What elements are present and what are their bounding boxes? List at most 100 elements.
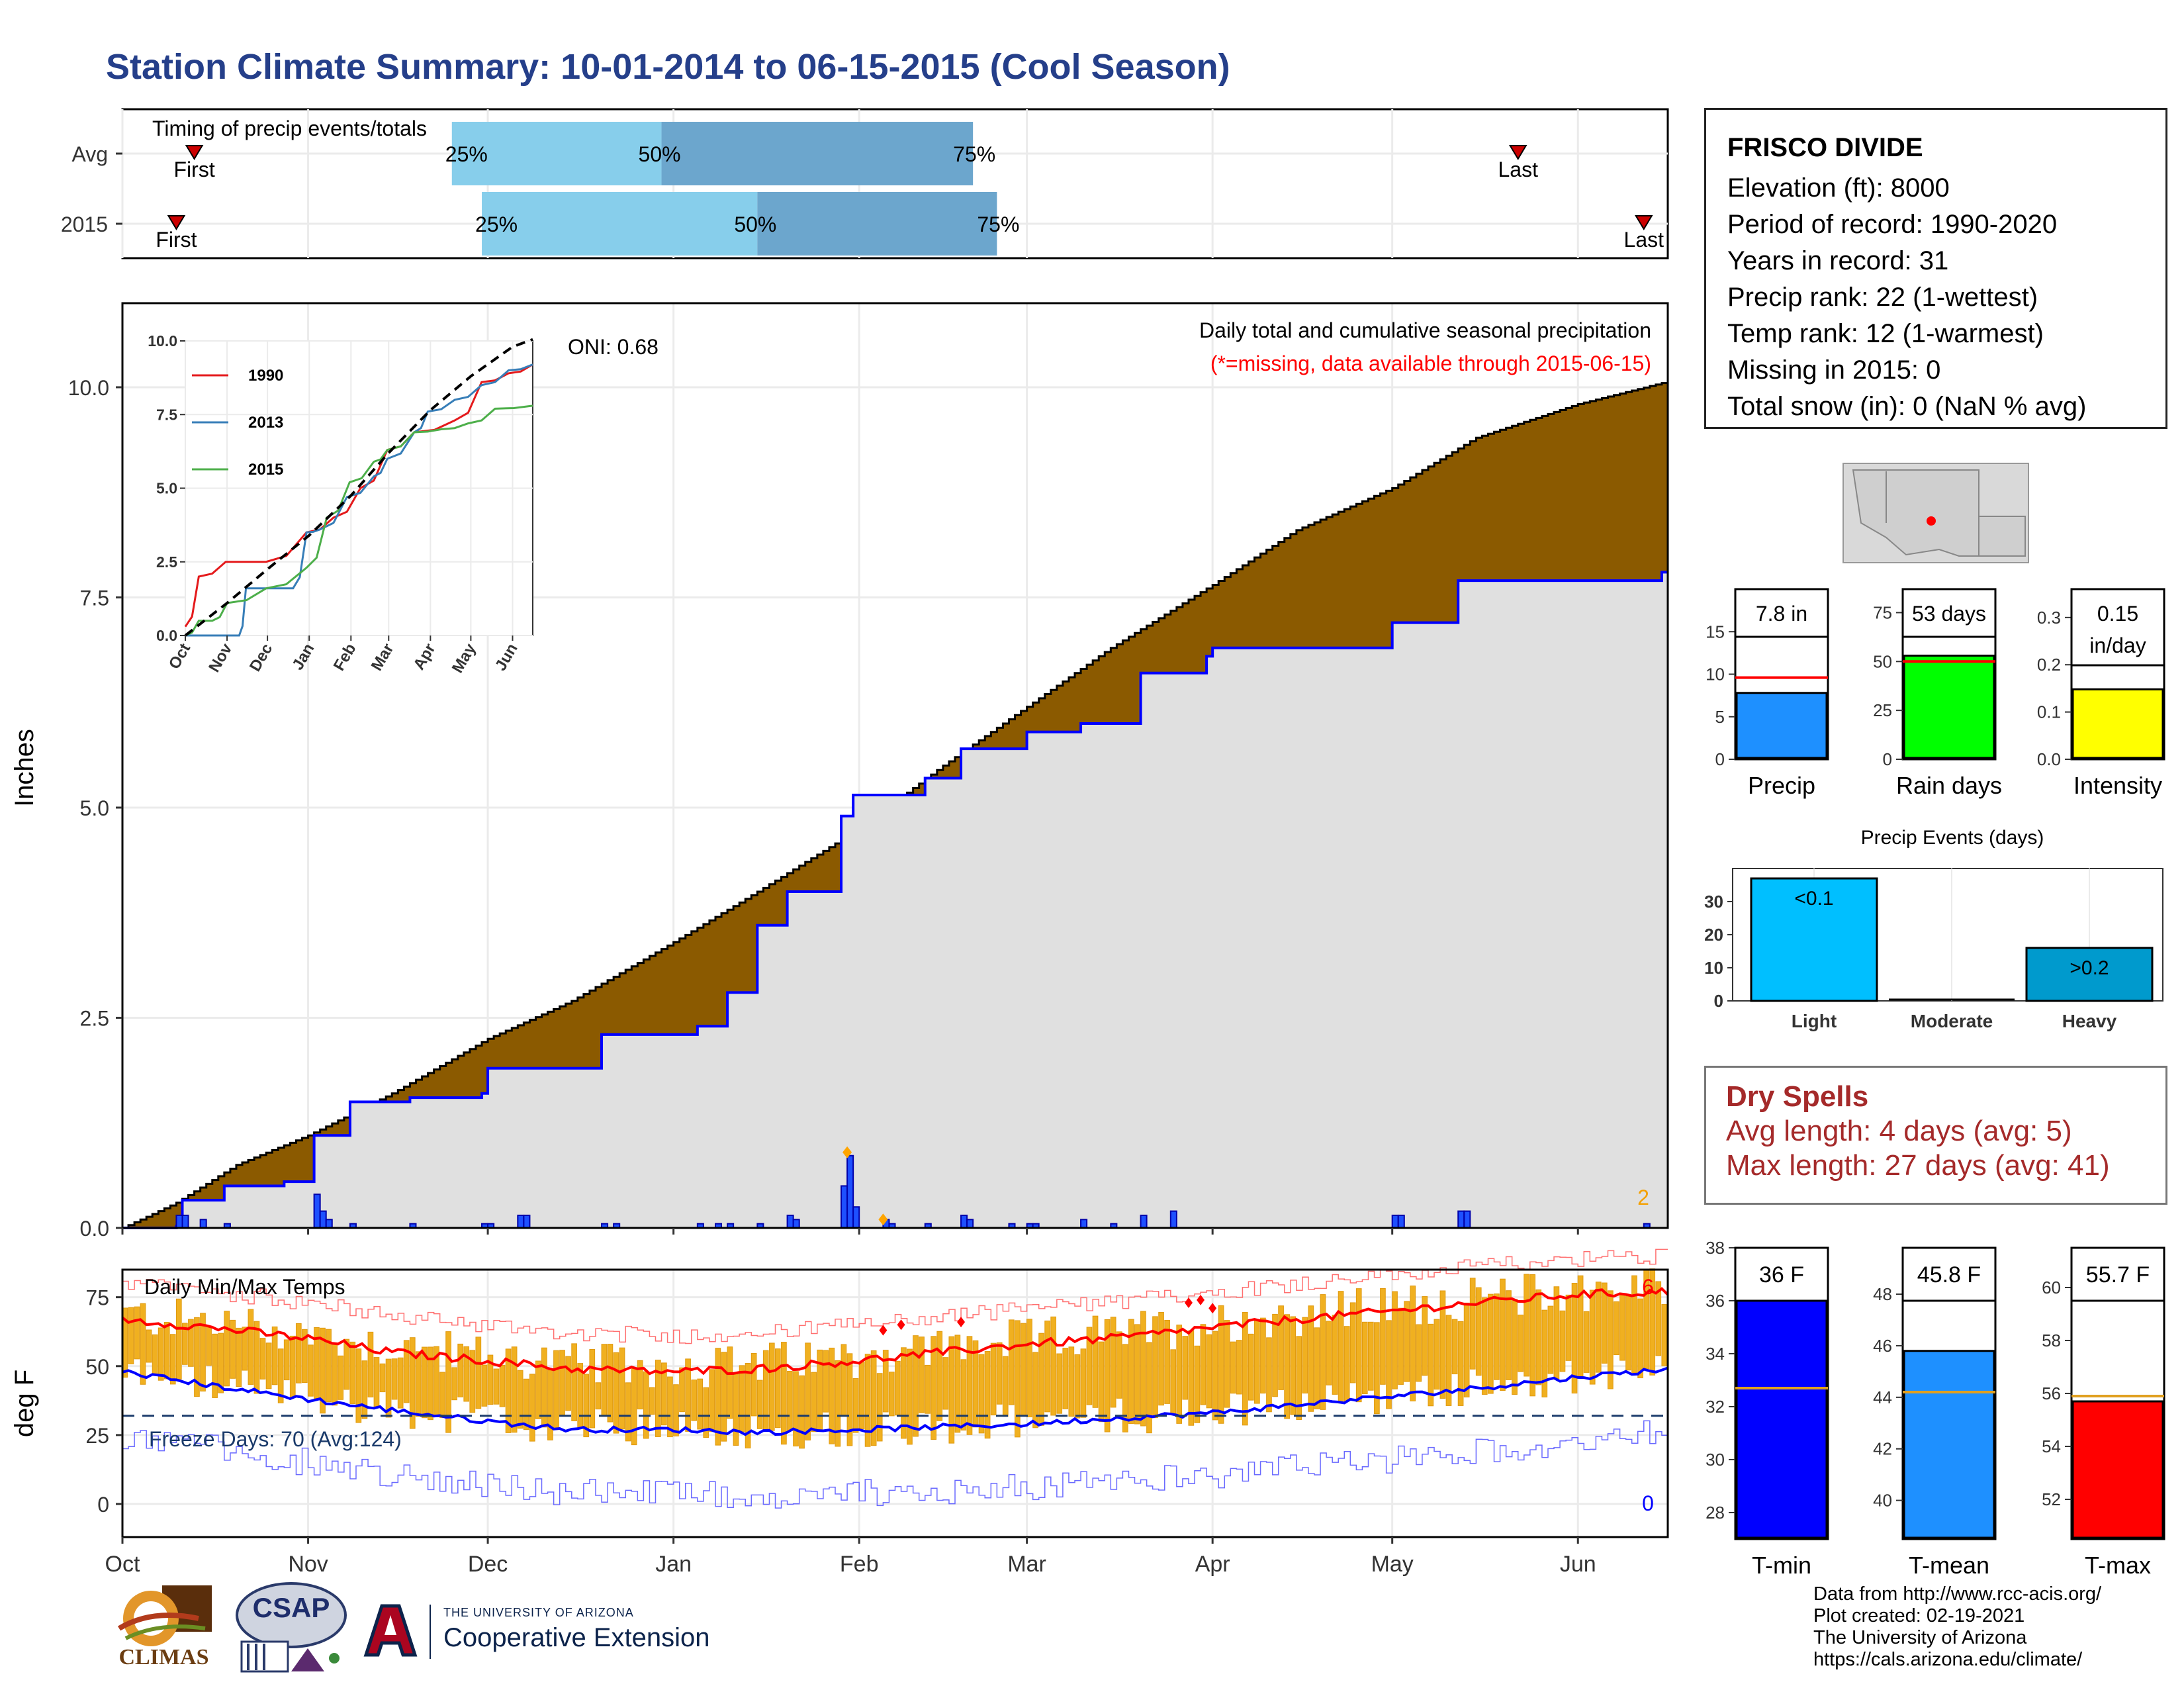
daily-temp-bar [960,1359,967,1430]
daily-temp-bar [529,1374,535,1442]
daily-temp-bar [1266,1337,1272,1413]
precip-summary-y-tick-label: 0.2 [2037,655,2061,675]
timing-label-75: 75% [953,142,995,166]
daily-temp-bar [1469,1278,1476,1370]
daily-precip-bar [852,1206,860,1229]
daily-precip-bar [792,1219,800,1229]
daily-temp-bar [1374,1322,1380,1415]
daily-temp-bar [295,1323,302,1383]
events-bar [1750,877,1878,1002]
daily-temp-bar [1439,1290,1446,1399]
timing-label-75: 75% [977,212,1019,236]
precip-summary-category-label: Intensity [2073,772,2162,799]
timing-last-label: Last [1498,158,1538,181]
daily-temp-bar [1015,1320,1021,1438]
station-line: Total snow (in): 0 (NaN % avg) [1727,392,2087,421]
daily-temp-bar [1601,1282,1608,1364]
daily-temp-bar [1655,1281,1662,1356]
temp-summary-y-tick-label: 30 [1706,1450,1725,1470]
credits: Data from http://www.rcc-acis.org/ Plot … [1813,1583,2101,1671]
record-high-count: 6 [1642,1275,1654,1299]
precip-summary-y-tick-label: 50 [1873,651,1892,671]
climas-logo[interactable]: CLIMAS [106,1582,222,1671]
daily-temp-bar [169,1334,176,1385]
precip-summary-y-tick-label: 0 [1715,749,1725,769]
daily-temp-bar [242,1327,248,1371]
timing-label-50: 50% [734,212,776,236]
daily-temp-bar [1506,1290,1512,1380]
daily-temp-bar [283,1339,290,1381]
timing-bar-50-75 [757,192,997,256]
ua-logo[interactable]: THE UNIVERSITY OF ARIZONA Cooperative Ex… [361,1602,745,1662]
daily-precip-bar [841,1185,848,1229]
daily-temp-bar [876,1373,883,1442]
daily-temp-bar [1463,1302,1470,1397]
daily-temp-bar [422,1346,428,1419]
daily-temp-bar [1565,1294,1572,1361]
precip-summary-y-tick-label: 75 [1873,602,1892,622]
daily-temp-bar [493,1368,500,1405]
daily-temp-bar [218,1333,224,1393]
daily-temp-bar [1176,1325,1183,1424]
daily-temp-bar [601,1344,608,1417]
daily-temp-bar [913,1335,919,1437]
daily-temp-bar [439,1372,445,1418]
temp-summary-y-tick-label: 46 [1873,1336,1892,1356]
daily-temp-bar [1056,1353,1063,1414]
daily-temp-bar [565,1356,571,1411]
station-name: FRISCO DIVIDE [1727,133,1923,162]
daily-precip-bar [1397,1214,1405,1229]
events-category-label: Light [1792,1011,1837,1031]
dry-spells-box: Dry Spells Avg length: 4 days (avg: 5) M… [1704,1066,2167,1205]
daily-temp-bar [1332,1315,1338,1395]
daily-temp-bar [182,1323,188,1365]
2015-cumulative-area [122,572,1668,1228]
daily-temp-bar [625,1382,631,1442]
inset-line-2013 [185,363,533,637]
credit-line: The University of Arizona [1813,1627,2027,1648]
daily-temp-bar [1260,1317,1266,1394]
daily-temp-bar [1074,1354,1081,1419]
daily-temp-bar [589,1348,596,1429]
daily-temp-bar [751,1352,757,1417]
daily-temp-bar [1428,1323,1434,1407]
daily-temp-bar [781,1342,787,1445]
daily-temp-bar [206,1325,212,1366]
daily-temp-bar [397,1357,404,1409]
daily-temp-bar [1116,1331,1122,1399]
precip-summary-value-label: in/day [2089,633,2146,657]
daily-precip-bar [786,1214,794,1229]
timing-last-label: Last [1624,228,1664,252]
events-bar [2025,947,2154,1002]
dry-spells-max: Max length: 27 days (avg: 41) [1726,1149,2110,1182]
daily-temp-bar [547,1370,553,1440]
daily-temp-bar [1242,1311,1248,1426]
daily-precip-bar [846,1154,854,1229]
daily-temp-bar [1230,1341,1236,1394]
daily-temp-bar [1494,1293,1500,1380]
record-high-marker [1184,1297,1193,1308]
daily-temp-bar [805,1342,811,1441]
precip-summary-category-label: Precip [1748,772,1815,799]
inset-legend-label: 2013 [248,414,283,432]
csap-logo[interactable]: CSAP [228,1579,347,1678]
daily-precip-bar [313,1194,321,1229]
events-category-label: Heavy [2062,1011,2117,1031]
timing-row-label: Avg [71,142,108,166]
daily-temp-bar [1038,1333,1044,1426]
daily-temp-bar [990,1342,997,1416]
daily-temp-bar [265,1342,272,1389]
daily-temp-bar [361,1360,368,1419]
daily-temp-bar [1386,1320,1392,1409]
daily-temp-bar [1475,1287,1482,1376]
temp-summary-category-label: T-min [1752,1552,1811,1579]
daily-temp-bar [948,1336,955,1444]
temp-summary-y-tick-label: 28 [1706,1503,1725,1523]
daily-precip-bar [960,1214,968,1229]
daily-temp-bar [475,1336,482,1409]
daily-temp-bar [996,1342,1003,1405]
daily-temp-bar [637,1360,643,1410]
daily-temp-bar [1026,1319,1032,1417]
daily-temp-bar [1050,1316,1057,1416]
daily-temp-bar [1236,1340,1242,1395]
